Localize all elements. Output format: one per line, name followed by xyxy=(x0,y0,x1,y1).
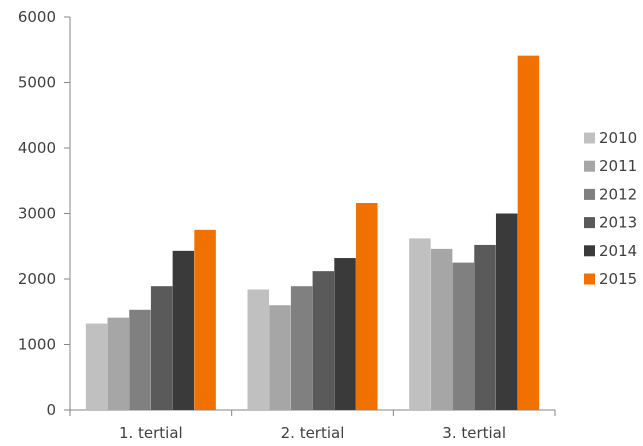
legend-label-2014: 2014 xyxy=(599,242,637,260)
legend-label-2012: 2012 xyxy=(599,185,637,203)
legend-swatch-2012 xyxy=(584,188,595,200)
bar-2013-1 xyxy=(150,286,173,410)
bars xyxy=(85,55,540,411)
bar-2010-2 xyxy=(247,289,269,410)
bar-2014-2 xyxy=(334,258,356,410)
bar-2010-3 xyxy=(409,238,431,410)
legend-swatch-2013 xyxy=(584,217,595,229)
axes: 0 1000 2000 3000 4000 5000 6000 1. tertial 2. te… xyxy=(18,8,556,442)
legend-swatch-2014 xyxy=(584,245,595,257)
x-category-label: 1. tertial xyxy=(119,424,183,442)
y-tick-label: 0 xyxy=(46,401,56,419)
legend-label-2011: 2011 xyxy=(599,157,637,175)
y-tick-label: 1000 xyxy=(18,336,56,354)
legend-swatch-2010 xyxy=(584,132,595,144)
legend-label-2013: 2013 xyxy=(599,214,637,232)
y-tick-label: 2000 xyxy=(18,270,56,288)
bar-2012-1 xyxy=(129,309,151,410)
legend-label-2010: 2010 xyxy=(599,129,637,147)
bar-2012-2 xyxy=(290,286,313,410)
x-category-label: 3. tertial xyxy=(442,424,506,442)
bar-2015-1 xyxy=(194,229,216,410)
y-tick-label: 5000 xyxy=(18,74,56,92)
legend-swatch-2011 xyxy=(584,160,595,172)
bar-2010-1 xyxy=(85,323,108,410)
bar-2014-1 xyxy=(172,250,195,410)
bar-2014-3 xyxy=(495,213,518,410)
bar-2013-3 xyxy=(474,244,496,410)
bar-2012-3 xyxy=(452,262,475,410)
x-category-label: 2. tertial xyxy=(281,424,345,442)
bar-2011-2 xyxy=(269,305,291,410)
bar-2013-2 xyxy=(312,271,335,410)
legend: 2010 2011 2012 2013 2014 2015 xyxy=(584,129,637,288)
bar-2011-3 xyxy=(430,248,453,410)
bar-2011-1 xyxy=(107,317,130,410)
y-tick-label: 3000 xyxy=(18,205,56,223)
y-tick-label: 4000 xyxy=(18,139,56,157)
legend-label-2015: 2015 xyxy=(599,270,637,288)
y-tick-label: 6000 xyxy=(18,8,56,26)
bar-2015-3 xyxy=(517,55,540,411)
legend-swatch-2015 xyxy=(584,273,595,285)
bar-2015-2 xyxy=(356,203,378,410)
